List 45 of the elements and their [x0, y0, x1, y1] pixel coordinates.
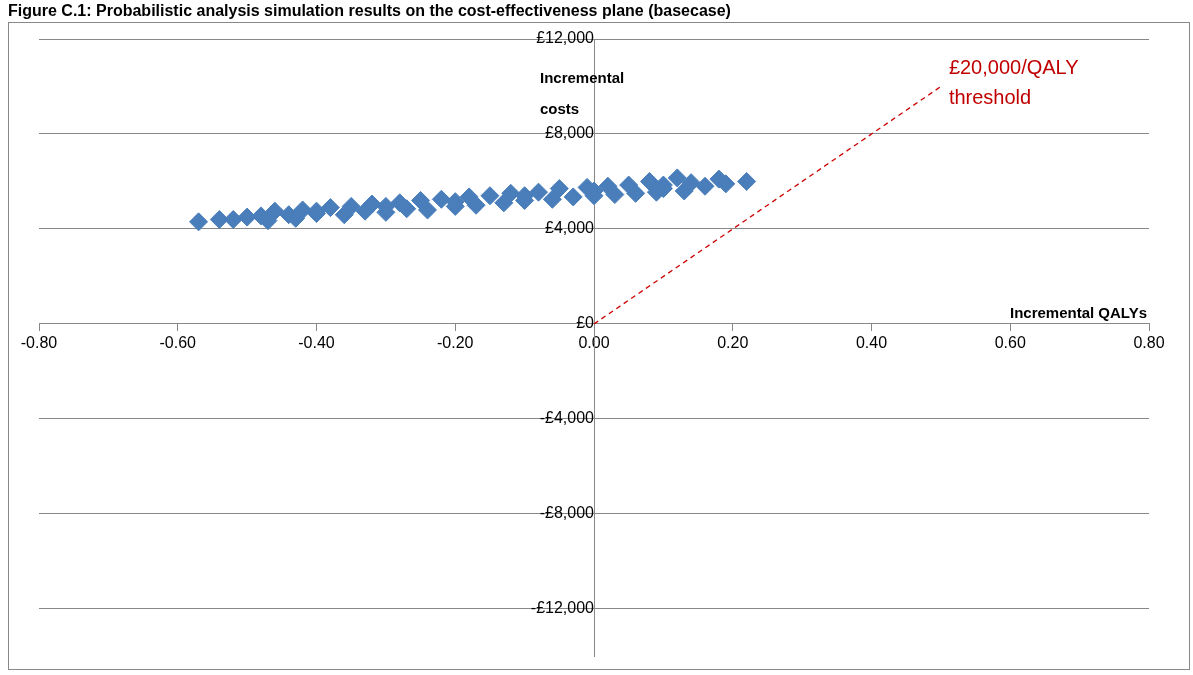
point: [542, 189, 562, 209]
point: [480, 186, 500, 206]
x-tick-label: 0.60: [994, 333, 1026, 351]
x-tick-label: 0.40: [855, 333, 888, 351]
annotation: £20,000/QALY threshold: [948, 56, 1079, 109]
point: [605, 185, 625, 205]
point: [320, 198, 340, 218]
point: [529, 182, 548, 202]
x-tick-label: 0.00: [578, 333, 610, 351]
point: [293, 200, 313, 220]
x-tick-label: -0.60: [159, 333, 197, 351]
point: [341, 196, 361, 216]
point: [237, 207, 257, 227]
y-tick-label: £4,000: [545, 219, 595, 237]
y-tick-label: -£12,000: [530, 599, 595, 617]
point: [466, 195, 486, 215]
y-tick-label: -£4,000: [539, 409, 595, 427]
point: [431, 189, 451, 209]
point: [549, 179, 569, 199]
y-axis-title: Incremental costs: [540, 69, 625, 117]
y-tick-label: £8,000: [545, 124, 595, 142]
point: [362, 194, 382, 214]
x-tick-label: 0.80: [1133, 333, 1165, 351]
point: [626, 183, 646, 203]
x-tick-label: 0.20: [717, 333, 749, 351]
point: [501, 183, 521, 203]
x-tick-label: -0.80: [20, 333, 58, 351]
point: [209, 209, 229, 229]
x-tick-label: -0.20: [437, 333, 474, 351]
point: [223, 209, 243, 229]
point: [737, 171, 757, 191]
point: [397, 199, 417, 219]
point: [418, 200, 437, 220]
point: [189, 212, 209, 232]
x-axis-title: Incremental QALYs: [1010, 303, 1147, 321]
y-tick-label: £12,000: [536, 29, 595, 47]
point: [681, 173, 701, 193]
point: [667, 168, 687, 188]
y-tick-label: -£8,000: [539, 504, 595, 522]
point: [265, 201, 285, 221]
point: [563, 187, 583, 207]
point: [695, 176, 715, 196]
x-tick-label: -0.40: [298, 333, 335, 351]
chart-title: Figure C.1: Probabilistic analysis simulation results on the cost-effectiveness plane (basecase): [7, 1, 732, 21]
y-tick-label: £0: [576, 314, 595, 332]
